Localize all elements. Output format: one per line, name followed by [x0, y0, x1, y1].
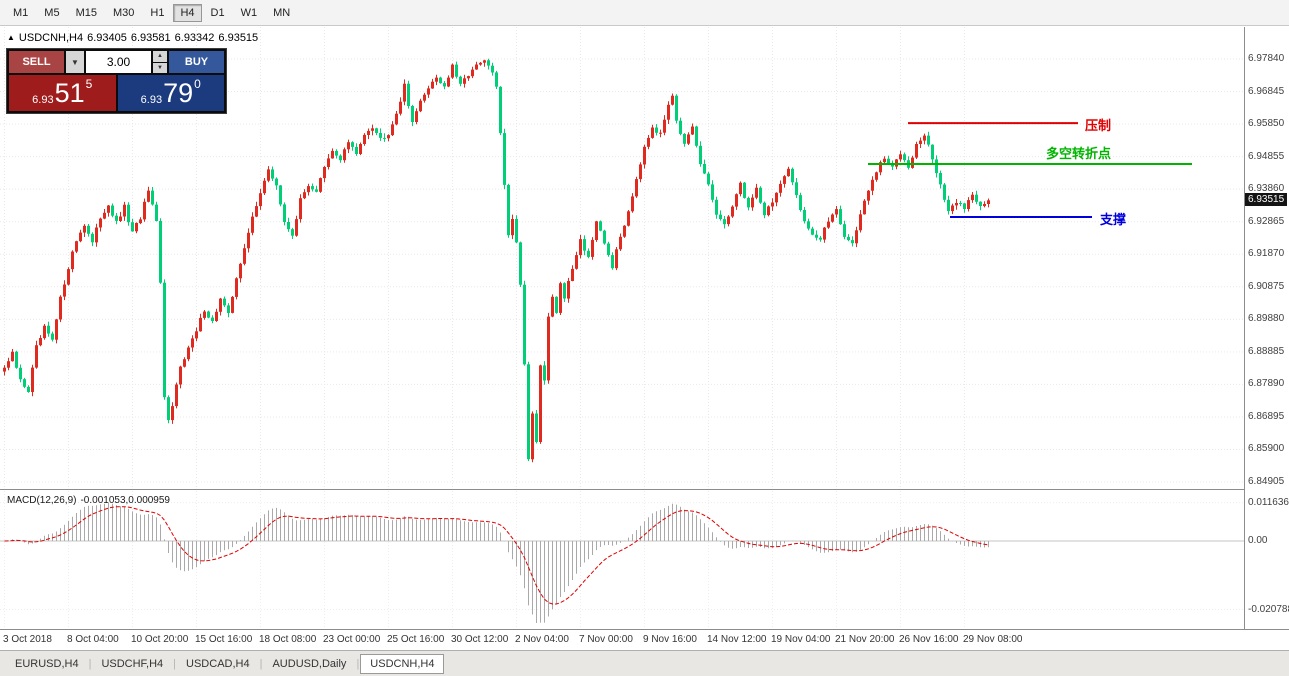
- chart-tab-usdcad-h4[interactable]: USDCAD,H4: [186, 657, 250, 670]
- time-axis-label: 8 Oct 04:00: [67, 634, 119, 645]
- sell-price-display[interactable]: 6.93 51 5: [9, 75, 116, 111]
- tab-separator: |: [173, 657, 177, 670]
- time-axis[interactable]: 3 Oct 2018 8 Oct 04:00 10 Oct 20:00 15 Oct …: [0, 630, 1245, 650]
- sell-price-prefix: 6.93: [32, 94, 54, 106]
- time-axis-label: 2 Nov 04:00: [515, 634, 569, 645]
- time-axis-label: 18 Oct 08:00: [259, 634, 317, 645]
- sell-button[interactable]: SELL: [9, 51, 64, 73]
- timeframe-button-d1[interactable]: D1: [210, 6, 225, 19]
- time-axis-label: 14 Nov 12:00: [707, 634, 767, 645]
- buy-price-pips: 0: [194, 77, 201, 91]
- price-axis-label: 6.86895: [1248, 410, 1285, 422]
- price-axis-label: 6.92865: [1248, 215, 1285, 227]
- buy-price-prefix: 6.93: [140, 94, 163, 106]
- time-axis-label: 30 Oct 12:00: [451, 634, 509, 645]
- price-axis-label: 6.91870: [1248, 248, 1285, 260]
- price-axis-label: 6.89880: [1248, 313, 1285, 325]
- price-axis-label: 6.94855: [1248, 150, 1285, 162]
- sell-price-pips: 5: [85, 77, 93, 91]
- ohlc-low: 6.93342: [174, 32, 215, 44]
- tab-separator: |: [259, 657, 263, 670]
- tab-separator: |: [356, 657, 360, 670]
- timeframe-button-m15[interactable]: M15: [75, 6, 97, 19]
- timeframe-button-mn[interactable]: MN: [273, 6, 291, 19]
- ohlc-open: 6.93405: [87, 32, 127, 44]
- price-axis-separator: [1244, 27, 1245, 629]
- timeframe-button-w1[interactable]: W1: [240, 6, 258, 19]
- macd-axis-label: 0.00: [1248, 535, 1268, 546]
- spinner-up-icon[interactable]: ▲: [153, 51, 167, 62]
- annotation-label-1[interactable]: 压制: [1085, 118, 1112, 134]
- ohlc-close: 6.93515: [218, 32, 259, 44]
- time-axis-label: 26 Nov 16:00: [899, 634, 959, 645]
- price-axis-label: 6.96845: [1248, 85, 1285, 97]
- timeframe-button-h4[interactable]: H4: [173, 3, 202, 22]
- price-axis-label: 6.93860: [1248, 183, 1285, 195]
- price-axis-label: 6.88885: [1248, 345, 1285, 357]
- chart-tab-eurusd-h4[interactable]: EURUSD,H4: [15, 657, 79, 670]
- symbol-marker-icon: ▲: [7, 33, 15, 42]
- annotation-label-2[interactable]: 多空转折点: [1046, 145, 1112, 161]
- buy-price-display[interactable]: 6.93 79 0: [117, 75, 224, 111]
- timeframe-button-m1[interactable]: M1: [13, 6, 29, 19]
- time-axis-label: 23 Oct 00:00: [323, 634, 381, 645]
- time-axis-label: 21 Nov 20:00: [835, 634, 895, 645]
- volume-input[interactable]: 3.00: [86, 51, 151, 73]
- chart-window: ▲ USDCNH,H4 6.93405 6.93581 6.93342 6.93515 S…: [0, 27, 1289, 650]
- ohlc-high: 6.93581: [130, 32, 171, 44]
- time-axis-label: 3 Oct 2018: [3, 634, 52, 645]
- timeframe-toolbar: M1 M5 M15 M30 H1 H4 D1 W1 MN: [0, 0, 1289, 26]
- price-axis-label: 6.90875: [1248, 280, 1285, 292]
- chart-tab-audusd-daily[interactable]: AUDUSD,Daily: [272, 657, 347, 670]
- time-axis-label: 7 Nov 00:00: [579, 634, 633, 645]
- volume-spinner[interactable]: ▲ ▼: [153, 51, 167, 73]
- chart-tab-usdcnh-h4[interactable]: USDCNH,H4: [360, 653, 445, 674]
- volume-dropdown-button[interactable]: ▼: [66, 51, 84, 73]
- timeframe-button-m5[interactable]: M5: [44, 6, 60, 19]
- price-axis-label: 6.97840: [1248, 53, 1285, 64]
- time-axis-separator: [0, 629, 1289, 630]
- chart-ohlc-title: ▲ USDCNH,H4 6.93405 6.93581 6.93342 6.93515: [7, 32, 262, 44]
- chart-tab-usdchf-h4[interactable]: USDCHF,H4: [101, 657, 164, 670]
- buy-button[interactable]: BUY: [169, 51, 224, 73]
- price-axis-label: 6.84905: [1248, 476, 1285, 488]
- price-axis[interactable]: 6.93515 6.97840 6.96845 6.95850 6.94855 6.93…: [1245, 27, 1289, 629]
- one-click-trading-panel: SELL ▼ 3.00 ▲ ▼ BUY 6.93 51 5 6.93 79 0: [6, 48, 227, 114]
- annotation-label-3[interactable]: 支撑: [1100, 211, 1127, 227]
- price-axis-label: 6.85900: [1248, 443, 1285, 455]
- time-axis-label: 10 Oct 20:00: [131, 634, 189, 645]
- macd-indicator-chart[interactable]: [0, 491, 1245, 629]
- time-axis-label: 29 Nov 08:00: [963, 634, 1023, 645]
- macd-values: -0.001053,0.000959: [80, 495, 170, 506]
- time-axis-label: 9 Nov 16:00: [643, 634, 697, 645]
- time-axis-label: 25 Oct 16:00: [387, 634, 445, 645]
- macd-indicator-label: MACD(12,26,9) -0.001053,0.000959: [7, 495, 174, 506]
- indicator-panel-separator[interactable]: [0, 489, 1289, 490]
- sell-price-big: 51: [54, 78, 85, 108]
- tab-separator: |: [88, 657, 92, 670]
- timeframe-button-m30[interactable]: M30: [112, 6, 135, 19]
- macd-axis-label: 0.011636: [1248, 496, 1289, 508]
- timeframe-button-h1[interactable]: H1: [150, 6, 165, 19]
- price-axis-label: 6.95850: [1248, 118, 1285, 130]
- chevron-down-icon: ▼: [71, 57, 79, 67]
- current-price-tag: 6.93515: [1245, 193, 1288, 207]
- chart-tab-bar: EURUSD,H4 | USDCHF,H4 | USDCAD,H4 | AUDUSD,Dai…: [0, 650, 1289, 676]
- price-axis-label: 6.87890: [1248, 378, 1285, 390]
- macd-axis-label: -0.020788: [1248, 603, 1289, 615]
- buy-price-big: 79: [163, 78, 194, 108]
- macd-name: MACD(12,26,9): [7, 495, 77, 506]
- time-axis-label: 15 Oct 16:00: [195, 634, 253, 645]
- spinner-down-icon[interactable]: ▼: [153, 62, 167, 73]
- chart-symbol-label: USDCNH,H4: [18, 32, 84, 44]
- time-axis-label: 19 Nov 04:00: [771, 634, 831, 645]
